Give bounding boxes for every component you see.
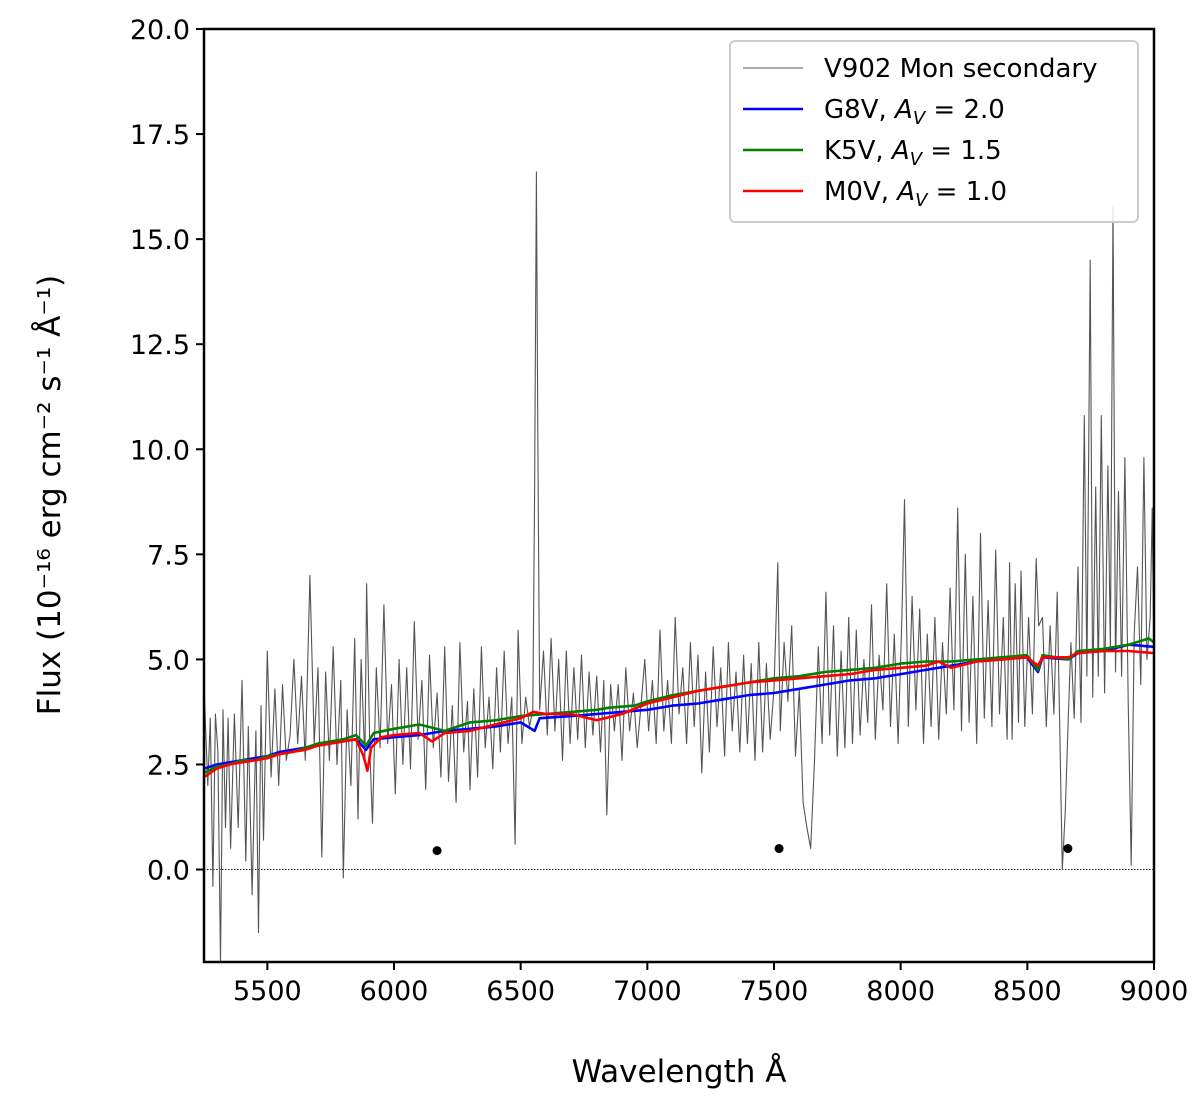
y-tick-label: 20.0 bbox=[130, 15, 190, 46]
x-axis: 5500 6000 6500 7000 7500 8000 8500 9000 bbox=[233, 962, 1188, 1007]
x-tick-label: 7000 bbox=[613, 976, 682, 1007]
telluric-marker-0 bbox=[432, 846, 442, 856]
x-tick-label: 5500 bbox=[233, 976, 302, 1007]
legend-label-2: K5V, AV = 1.5 bbox=[824, 136, 1002, 170]
x-tick-label: 6000 bbox=[360, 976, 429, 1007]
x-tick-label: 6500 bbox=[486, 976, 555, 1007]
y-tick-label: 2.5 bbox=[147, 750, 190, 781]
x-tick-label: 8500 bbox=[993, 976, 1062, 1007]
legend-box bbox=[729, 40, 1139, 223]
telluric-marker-1 bbox=[774, 844, 784, 854]
y-tick-label: 10.0 bbox=[130, 435, 190, 466]
x-tick-label: 8000 bbox=[866, 976, 935, 1007]
x-axis-label: Wavelength Å bbox=[572, 1054, 787, 1090]
y-tick-label: 17.5 bbox=[130, 120, 190, 151]
x-tick-label: 7500 bbox=[740, 976, 809, 1007]
plot-frame bbox=[202, 27, 1156, 964]
legend-label-1: G8V, AV = 2.0 bbox=[824, 95, 1005, 129]
y-axis: 0.0 2.5 5.0 7.5 10.0 12.5 15.0 17.5 20.0 bbox=[130, 15, 204, 887]
legend-label-0: V902 Mon secondary bbox=[824, 54, 1098, 84]
y-tick-label: 15.0 bbox=[130, 225, 190, 256]
legend-label-3: M0V, AV = 1.0 bbox=[824, 177, 1007, 211]
y-tick-label: 0.0 bbox=[147, 856, 190, 887]
telluric-marker-2 bbox=[1063, 844, 1073, 854]
series-line-2 bbox=[204, 637, 1154, 775]
y-tick-label: 12.5 bbox=[130, 330, 190, 361]
y-tick-label: 7.5 bbox=[147, 540, 190, 571]
y-axis-label: Flux (10⁻¹⁶ erg cm⁻² s⁻¹ Å⁻¹) bbox=[32, 275, 68, 715]
series-line-0 bbox=[204, 171, 1154, 962]
x-tick-label: 9000 bbox=[1120, 976, 1189, 1007]
series-line-3 bbox=[204, 649, 1154, 779]
legend: V902 Mon secondary G8V, AV = 2.0 K5V, AV =… bbox=[729, 40, 1139, 223]
y-tick-label: 5.0 bbox=[147, 645, 190, 676]
